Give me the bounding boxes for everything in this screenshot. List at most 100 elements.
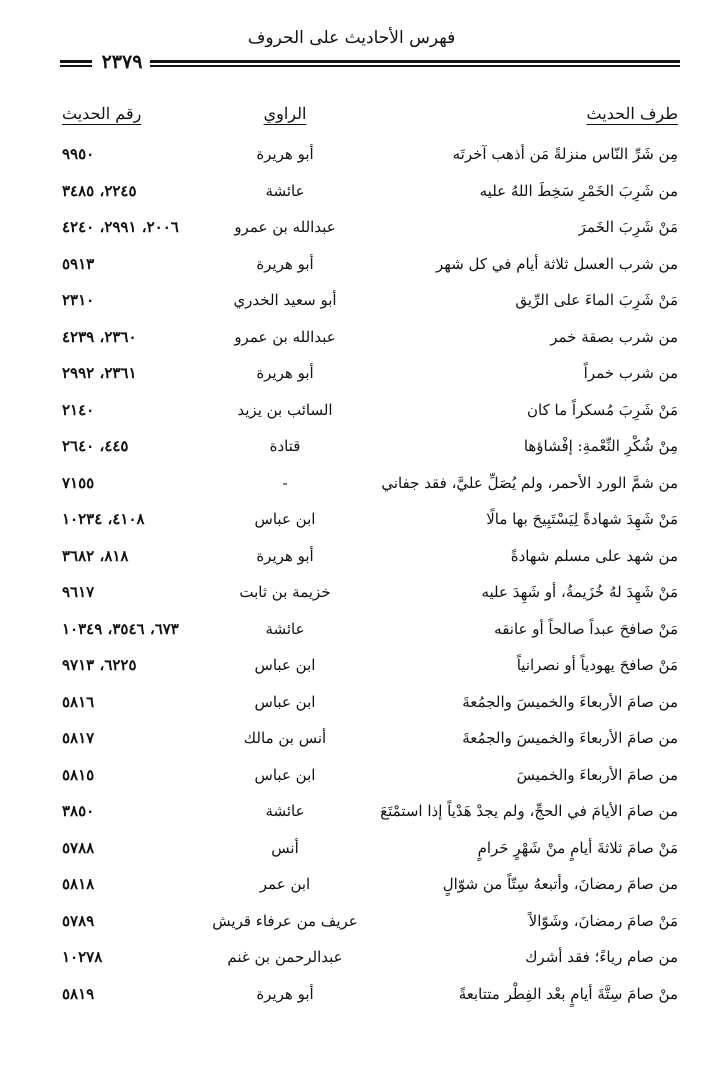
- header-rule: [150, 60, 680, 63]
- hadith-text: مَنْ شَرِبَ الخَمرَ: [578, 218, 678, 236]
- hadith-number: ٥٨١٥: [62, 765, 95, 784]
- table-row: من صامَ الأربعاءَ والخميسَ ابن عباس ٥٨١٥: [0, 766, 703, 796]
- hadith-text: من صامَ الأيامَ في الحجِّ، ولم يجدْ هَدْ…: [380, 802, 678, 820]
- hadith-number: ٧١٥٥: [62, 473, 95, 492]
- narrator: أبو هريرة: [256, 145, 314, 163]
- hadith-number: ٣٨٥٠: [62, 802, 95, 820]
- table-row: منْ صامَ سِتَّةَ أيامٍ بعْد الفِطْر متتا…: [0, 985, 703, 1015]
- page-title: فهرس الأحاديث على الحروف: [247, 28, 456, 48]
- narrator: أبو هريرة: [256, 364, 314, 382]
- narrator: قتادة: [269, 437, 301, 455]
- column-header-narrator: الراوي: [263, 104, 307, 123]
- narrator: أنس بن مالك: [243, 729, 327, 747]
- hadith-text: مَنْ شَهِدَ لهُ خُزَيمةُ، أو شَهِدَ عليه: [481, 583, 678, 601]
- column-header-number: رقم الحديث: [62, 104, 142, 123]
- hadith-text: مَنْ صامَ رمضانَ، وشَوّالاً: [528, 911, 678, 930]
- hadith-text: مَنْ شَرِبَ مُسكراً ما كان: [527, 400, 678, 419]
- table-row: مِن شَرِّ النّاس منزلةً مَن أذهب آخرتَه أ…: [0, 145, 703, 175]
- narrator: عائشة: [265, 802, 305, 820]
- hadith-text: مَنْ صافحَ يهودياً أو نصرانياً: [516, 656, 678, 674]
- table-row: من شَرِبَ الخَمْرِ سَخِطَ اللهُ عليه عائش…: [0, 182, 703, 212]
- header-rule: [150, 65, 680, 67]
- hadith-number: ٦٢٢٥، ٩٧١٣: [62, 656, 137, 674]
- hadith-number: ٥٨١٨: [62, 875, 95, 893]
- hadith-number: ٢٠٠٦، ٢٩٩١، ٤٢٤٠: [62, 218, 179, 236]
- table-row: من شهد على مسلم شهادةً أبو هريرة ٨١٨، ٣٦٨٢: [0, 547, 703, 577]
- table-row: مَنْ صافحَ عبداً صالحاً أو عانقه عائشة ٦٧٣…: [0, 620, 703, 650]
- narrator: أبو هريرة: [256, 254, 314, 273]
- hadith-number: ٦٧٣، ٣٥٤٦، ١٠٣٤٩: [62, 619, 179, 638]
- hadith-number: ٨١٨، ٣٦٨٢: [62, 546, 129, 565]
- table-row: من شرب خمراً أبو هريرة ٢٣٦١، ٢٩٩٢: [0, 364, 703, 394]
- hadith-text: منْ صامَ سِتَّةَ أيامٍ بعْد الفِطْر متتا…: [458, 984, 678, 1003]
- hadith-text: مَنْ صامَ ثلاثةَ أيامٍ منْ شَهْرٍ حَرامٍ: [477, 838, 678, 857]
- table-row: مَنْ شَهِدَ شهادةً لِيَسْتَبِيحَ بها مال…: [0, 510, 703, 540]
- hadith-text: من شرب بصقة خمر: [550, 327, 678, 346]
- narrator: عبدالرحمن بن غنم: [227, 948, 343, 966]
- hadith-number: ٥٨١٧: [62, 729, 95, 747]
- table-row: مَنْ شَرِبَ مُسكراً ما كان السائب بن يزيد…: [0, 401, 703, 431]
- narrator: عائشة: [265, 619, 305, 638]
- narrator: أبو هريرة: [256, 546, 314, 565]
- hadith-number: ٢٣٦٠، ٤٢٣٩: [62, 327, 137, 346]
- header-rule: [60, 60, 92, 63]
- hadith-text: مَنْ صافحَ عبداً صالحاً أو عانقه: [494, 619, 678, 638]
- hadith-number: ٩٩٥٠: [62, 145, 95, 163]
- hadith-text: من شرب خمراً: [583, 364, 678, 382]
- column-header-hadith: طرف الحديث: [586, 104, 678, 123]
- hadith-text: من شمَّ الورد الأحمر، ولم يُصَلِّ عليَّ،…: [381, 473, 678, 492]
- narrator: أبو هريرة: [256, 984, 314, 1003]
- page-number: ٢٣٧٩: [101, 51, 143, 73]
- narrator: أنس: [271, 838, 299, 857]
- hadith-text: مَنْ شَهِدَ شهادةً لِيَسْتَبِيحَ بها مال…: [486, 510, 678, 528]
- narrator: ابن عباس: [254, 765, 316, 784]
- table-row: مَنْ صامَ ثلاثةَ أيامٍ منْ شَهْرٍ حَرامٍ…: [0, 839, 703, 869]
- narrator: عبدالله بن عمرو: [234, 327, 336, 346]
- hadith-text: مِن شَرِّ النّاس منزلةً مَن أذهب آخرتَه: [452, 145, 678, 163]
- narrator: ابن عباس: [254, 692, 316, 711]
- hadith-number: ٢٣٦١، ٢٩٩٢: [62, 364, 137, 382]
- narrator: ابن عمر: [259, 875, 311, 893]
- table-row: مَنْ شَرِبَ الخَمرَ عبدالله بن عمرو ٢٠٠٦، …: [0, 218, 703, 248]
- hadith-number: ٥٧٨٩: [62, 911, 95, 930]
- table-row: مَنْ صامَ رمضانَ، وشَوّالاً عريف من عرفاء…: [0, 912, 703, 942]
- table-row: مَنْ صافحَ يهودياً أو نصرانياً ابن عباس ٦٢…: [0, 656, 703, 686]
- table-row: مِنْ شُكْرِ النِّعْمةِ: إفْشاؤها قتادة ٤٤٥…: [0, 437, 703, 467]
- hadith-text: من صامَ الأربعاءَ والخميسَ والجمُعةَ: [462, 729, 678, 747]
- hadith-text: من صامَ رمضانَ، وأتبعهُ سِتّاً من شوّالٍ: [442, 875, 678, 893]
- hadith-number: ٥٩١٣: [62, 254, 95, 273]
- narrator: عائشة: [265, 181, 305, 200]
- narrator: عبدالله بن عمرو: [234, 218, 336, 236]
- hadith-text: من شهد على مسلم شهادةً: [510, 546, 678, 565]
- hadith-number: ٤١٠٨، ١٠٢٣٤: [62, 510, 145, 528]
- hadith-number: ١٠٢٧٨: [62, 948, 103, 966]
- hadith-number: ٢٢٤٥، ٣٤٨٥: [62, 181, 137, 200]
- narrator: خزيمة بن ثابت: [239, 583, 331, 601]
- table-row: من صامَ الأيامَ في الحجِّ، ولم يجدْ هَدْ…: [0, 802, 703, 832]
- narrator: ابن عباس: [254, 656, 316, 674]
- hadith-text: من شرب العسل ثلاثة أيام في كل شهر: [436, 254, 678, 273]
- hadith-number: ٩٦١٧: [62, 583, 95, 601]
- table-row: من صامَ الأربعاءَ والخميسَ والجمُعةَ أنس …: [0, 729, 703, 759]
- table-row: من صام رياءً؛ فقد أشرك عبدالرحمن بن غنم ١٠…: [0, 948, 703, 978]
- header-rule: [60, 65, 92, 67]
- table-row: من شرب بصقة خمر عبدالله بن عمرو ٢٣٦٠، ٤٢٣٩: [0, 328, 703, 358]
- hadith-number: ٥٧٨٨: [62, 838, 95, 857]
- table-row: مَنْ شَرِبَ الماءَ على الرِّيق أبو سعيد ا…: [0, 291, 703, 321]
- table-row: من صامَ الأربعاءَ والخميسَ والجمُعةَ ابن …: [0, 693, 703, 723]
- hadith-number: ٤٤٥، ٢٦٤٠: [62, 437, 129, 455]
- hadith-text: من صامَ الأربعاءَ والخميسَ: [516, 765, 678, 784]
- narrator: -: [282, 473, 288, 492]
- hadith-text: مَنْ شَرِبَ الماءَ على الرِّيق: [515, 291, 678, 309]
- hadith-text: مِنْ شُكْرِ النِّعْمةِ: إفْشاؤها: [523, 437, 678, 455]
- table-row: من شرب العسل ثلاثة أيام في كل شهر أبو هري…: [0, 255, 703, 285]
- narrator: ابن عباس: [254, 510, 316, 528]
- table-row: من شمَّ الورد الأحمر، ولم يُصَلِّ عليَّ،…: [0, 474, 703, 504]
- hadith-text: من شَرِبَ الخَمْرِ سَخِطَ اللهُ عليه: [479, 181, 678, 200]
- hadith-number: ٢١٤٠: [62, 400, 95, 419]
- hadith-number: ٥٨١٦: [62, 692, 95, 711]
- table-row: مَنْ شَهِدَ لهُ خُزَيمةُ، أو شَهِدَ عليه…: [0, 583, 703, 613]
- hadith-number: ٢٣١٠: [62, 291, 95, 309]
- narrator: أبو سعيد الخدري: [233, 291, 337, 309]
- narrator: عريف من عرفاء قريش: [212, 911, 358, 930]
